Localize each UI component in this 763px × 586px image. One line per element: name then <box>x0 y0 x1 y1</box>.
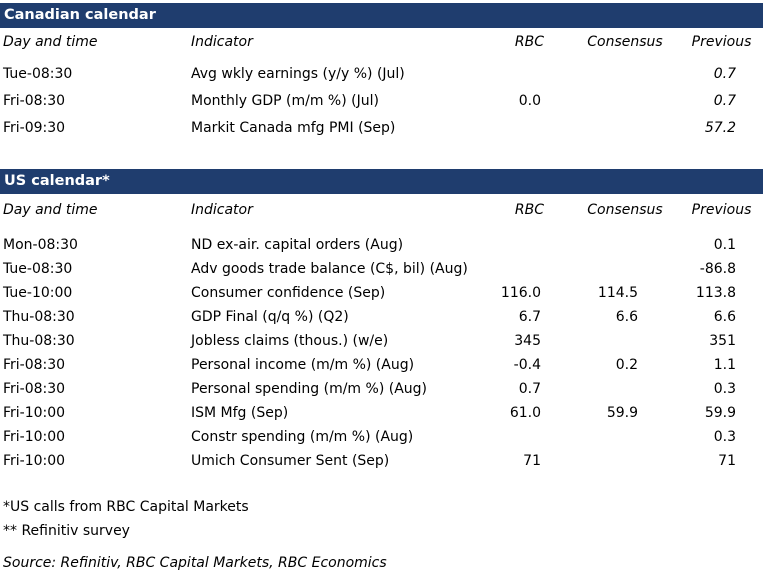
table-row: Fri-10:00 ISM Mfg (Sep) 61.0 59.9 59.9 <box>0 402 763 424</box>
header-previous: Previous <box>691 202 752 218</box>
row-indicator: Personal spending (m/m %) (Aug) <box>191 381 427 397</box>
canadian-calendar-title: Canadian calendar <box>0 3 763 28</box>
row-indicator: Umich Consumer Sent (Sep) <box>191 453 390 469</box>
row-rbc: 61.0 <box>509 405 541 421</box>
row-time: Thu-08:30 <box>3 309 75 325</box>
row-time: Tue-10:00 <box>3 285 73 301</box>
table-row: Thu-08:30 Jobless claims (thous.) (w/e) … <box>0 330 763 352</box>
row-time: Fri-08:30 <box>3 93 66 109</box>
row-indicator: Constr spending (m/m %) (Aug) <box>191 429 414 445</box>
header-consensus: Consensus <box>587 202 663 218</box>
table-row: Thu-08:30 GDP Final (q/q %) (Q2) 6.7 6.6… <box>0 306 763 328</box>
row-time: Tue-08:30 <box>3 66 73 82</box>
table-row: Fri-08:30 Personal spending (m/m %) (Aug… <box>0 378 763 400</box>
row-rbc: 6.7 <box>518 309 541 325</box>
footnote-survey: ** Refinitiv survey <box>3 523 130 539</box>
row-time: Fri-08:30 <box>3 357 66 373</box>
row-rbc: 0.7 <box>518 381 541 397</box>
row-time: Fri-10:00 <box>3 453 66 469</box>
table-row: Mon-08:30 ND ex-air. capital orders (Aug… <box>0 234 763 256</box>
row-consensus: 59.9 <box>606 405 638 421</box>
table-row: Tue-10:00 Consumer confidence (Sep) 116.… <box>0 282 763 304</box>
row-consensus: 114.5 <box>597 285 638 301</box>
row-consensus: 0.2 <box>615 357 638 373</box>
us-header-row: Day and time Indicator RBC Consensus Pre… <box>0 199 763 221</box>
row-indicator: Monthly GDP (m/m %) (Jul) <box>191 93 379 109</box>
canadian-header-row: Day and time Indicator RBC Consensus Pre… <box>0 31 763 53</box>
row-rbc: 71 <box>523 453 541 469</box>
header-rbc: RBC <box>514 202 544 218</box>
header-previous: Previous <box>691 34 752 50</box>
row-previous: 0.7 <box>713 66 736 82</box>
row-previous: -86.8 <box>699 261 736 277</box>
row-time: Fri-10:00 <box>3 405 66 421</box>
row-indicator: Adv goods trade balance (C$, bil) (Aug) <box>191 261 468 277</box>
row-indicator: ND ex-air. capital orders (Aug) <box>191 237 404 253</box>
table-row: Fri-10:00 Constr spending (m/m %) (Aug) … <box>0 426 763 448</box>
row-indicator: Personal income (m/m %) (Aug) <box>191 357 415 373</box>
header-time: Day and time <box>3 202 98 218</box>
row-previous: 1.1 <box>713 357 736 373</box>
row-previous: 0.1 <box>713 237 736 253</box>
row-indicator: Avg wkly earnings (y/y %) (Jul) <box>191 66 405 82</box>
row-time: Thu-08:30 <box>3 333 75 349</box>
row-indicator: Consumer confidence (Sep) <box>191 285 386 301</box>
row-rbc: 345 <box>514 333 541 349</box>
row-time: Fri-10:00 <box>3 429 66 445</box>
row-previous: 0.3 <box>713 429 736 445</box>
row-time: Tue-08:30 <box>3 261 73 277</box>
us-calendar-title: US calendar* <box>0 169 763 194</box>
header-indicator: Indicator <box>191 202 253 218</box>
table-row: Tue-08:30 Adv goods trade balance (C$, b… <box>0 258 763 280</box>
row-rbc: 116.0 <box>500 285 541 301</box>
row-rbc: -0.4 <box>513 357 541 373</box>
row-previous: 57.2 <box>704 120 736 136</box>
header-consensus: Consensus <box>587 34 663 50</box>
table-row: Fri-08:30 Personal income (m/m %) (Aug) … <box>0 354 763 376</box>
row-rbc: 0.0 <box>518 93 541 109</box>
table-row: Tue-08:30 Avg wkly earnings (y/y %) (Jul… <box>0 63 763 85</box>
row-previous: 0.3 <box>713 381 736 397</box>
source-note: Source: Refinitiv, RBC Capital Markets, … <box>3 555 387 571</box>
row-indicator: Jobless claims (thous.) (w/e) <box>191 333 389 349</box>
footnote-us-calls: *US calls from RBC Capital Markets <box>3 499 249 515</box>
row-previous: 71 <box>718 453 736 469</box>
table-row: Fri-08:30 Monthly GDP (m/m %) (Jul) 0.0 … <box>0 90 763 112</box>
row-indicator: ISM Mfg (Sep) <box>191 405 289 421</box>
header-indicator: Indicator <box>191 34 253 50</box>
row-previous: 113.8 <box>695 285 736 301</box>
row-time: Fri-09:30 <box>3 120 66 136</box>
row-previous: 0.7 <box>713 93 736 109</box>
table-row: Fri-10:00 Umich Consumer Sent (Sep) 71 7… <box>0 450 763 472</box>
row-consensus: 6.6 <box>615 309 638 325</box>
row-time: Mon-08:30 <box>3 237 78 253</box>
row-indicator: Markit Canada mfg PMI (Sep) <box>191 120 396 136</box>
row-previous: 351 <box>709 333 736 349</box>
row-time: Fri-08:30 <box>3 381 66 397</box>
row-previous: 59.9 <box>704 405 736 421</box>
row-indicator: GDP Final (q/q %) (Q2) <box>191 309 349 325</box>
table-row: Fri-09:30 Markit Canada mfg PMI (Sep) 57… <box>0 117 763 139</box>
row-previous: 6.6 <box>713 309 736 325</box>
header-time: Day and time <box>3 34 98 50</box>
header-rbc: RBC <box>514 34 544 50</box>
